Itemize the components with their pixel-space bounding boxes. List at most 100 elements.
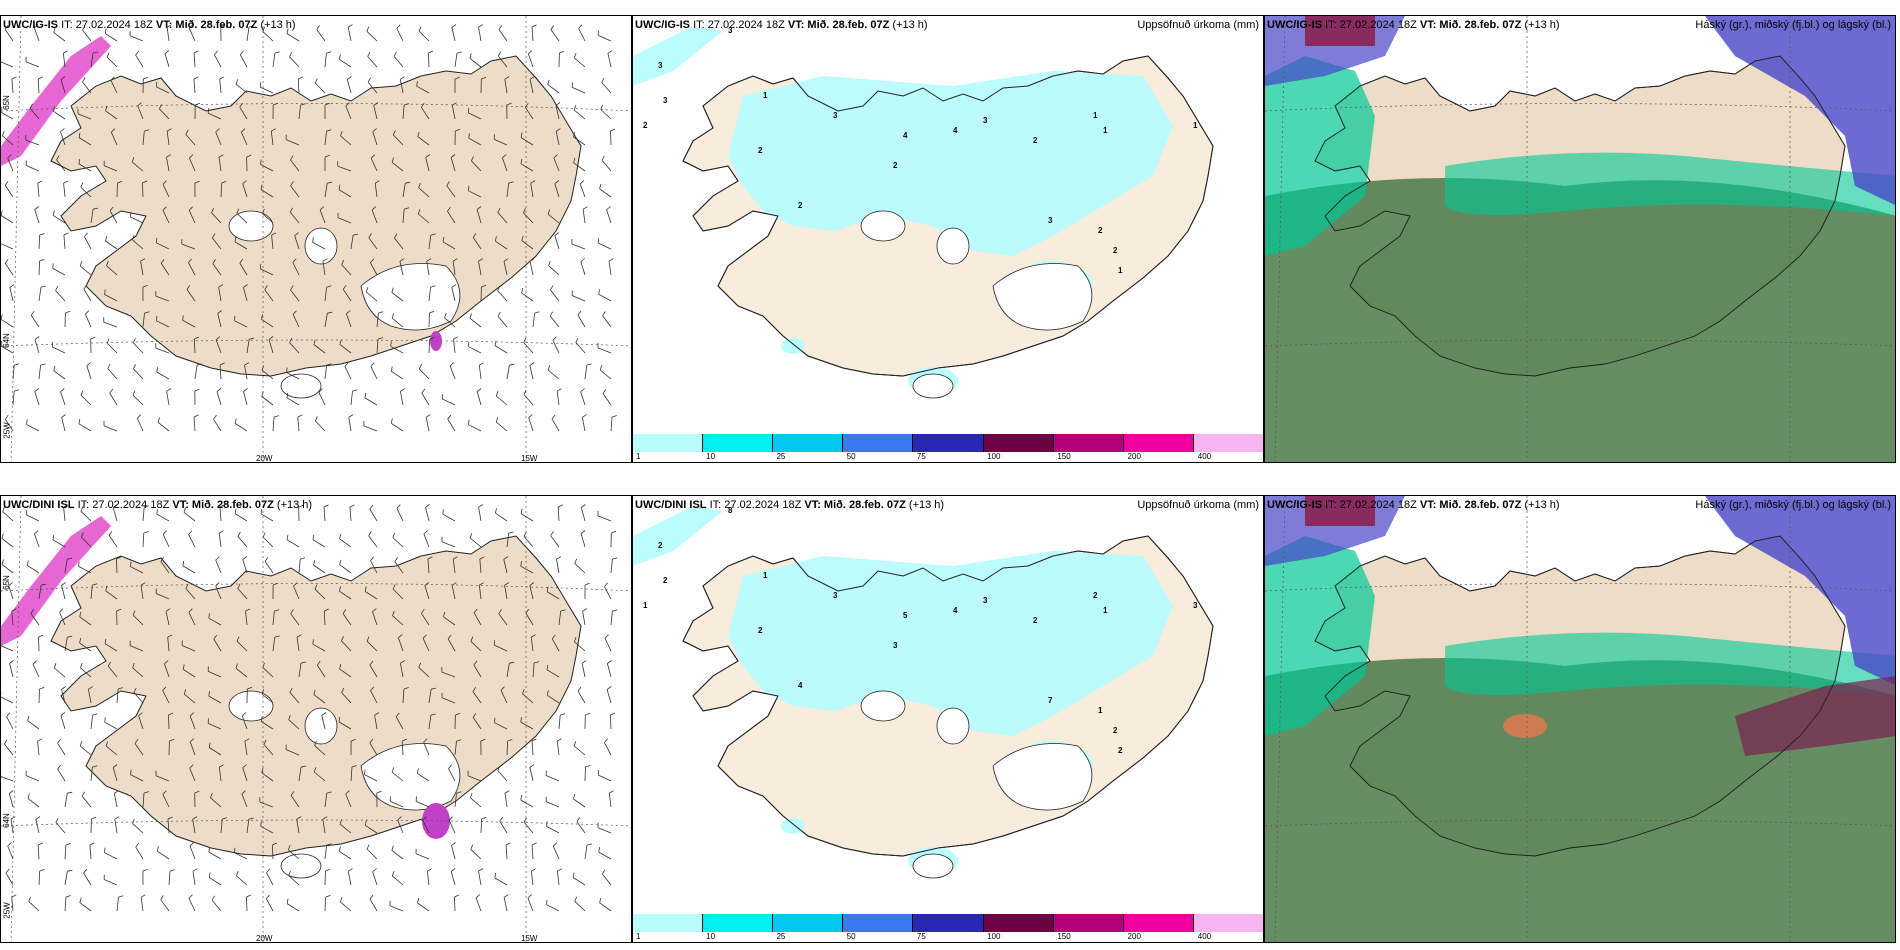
wind-barbs [1,24,617,432]
wind-panel: 20W 15W 65N 64N 25W UWC/DINI ISL IT: 27.02.20… [0,495,632,943]
precip-map [633,496,1263,942]
colorbar-swatch [773,434,844,452]
colorbar-swatch [773,914,844,932]
precip-value-label: 1 [1093,111,1098,120]
latitude-label: 25W [2,902,12,919]
cloud-panel: UWC/IG-IS IT: 27.02.2024 18Z VT: Mið. 28… [1264,15,1896,463]
lead-time: (+13 h) [1524,19,1560,31]
precip-streak [1,36,111,166]
lead-time: (+13 h) [1524,499,1560,511]
colorbar-tick-label: 10 [706,452,716,461]
lead-time: (+13 h) [276,499,313,511]
colorbar-tick-label: 50 [846,932,856,941]
precip-value-label: 3 [1193,601,1198,610]
colorbar-swatch [1053,434,1124,452]
colorbar-ticks: 1 10 25 50 75 100 150 200 400 [633,932,1263,942]
wind-map [1,496,631,942]
colorbar-swatch [703,914,774,932]
precip-value-label: 2 [1118,746,1123,755]
glacier-areas [228,210,461,399]
panel-header: UWC/DINI ISL IT: 27.02.2024 18Z VT: Mið.… [635,499,944,511]
precip-value-label: 3 [983,596,988,605]
colorbar-tick-label: 25 [776,452,786,461]
init-time: IT: 27.02.2024 18Z [709,499,802,511]
init-time: IT: 27.02.2024 18Z [77,499,170,511]
valid-time: Mið. 28.feb. 07Z [1439,19,1522,31]
precip-value-label: 2 [658,541,663,550]
valid-time: Mið. 28.feb. 07Z [807,19,890,31]
valid-time-label: VT: [155,19,173,31]
colorbar [633,434,1263,452]
latitude-label: 64N [1,813,11,828]
precip-panel: 8 2 2 1 1 2 3 5 4 3 2 2 1 4 3 7 1 2 2 3 1 10 25 50 75 100 150 200 40… [632,495,1264,943]
cloud-layers [1265,16,1895,462]
latitude-label: 65N [1,575,11,590]
colorbar-swatch [843,914,914,932]
colorbar-swatch [1193,914,1263,932]
precip-value-label: 1 [1193,121,1198,130]
init-time: IT: 27.02.2024 18Z [1325,499,1417,511]
valid-time-label: VT: [1419,499,1437,511]
cloud-layers [1265,496,1895,942]
colorbar-tick-label: 100 [987,452,1001,461]
panel-field-title: Uppsöfnuð úrkoma (mm) [1137,19,1259,31]
precip-value-label: 2 [1033,616,1038,625]
precip-value-label: 8 [728,506,733,515]
colorbar-swatch [1123,914,1194,932]
colorbar-swatch [843,434,914,452]
colorbar-tick-label: 50 [846,452,856,461]
init-time: IT: 27.02.2024 18Z [61,19,153,31]
precip-value-label: 2 [663,576,668,585]
colorbar-tick-label: 400 [1197,452,1212,461]
precip-value-label: 4 [953,606,958,615]
precip-value-label: 3 [663,96,668,105]
graticule [1,16,631,462]
model-name: UWC/IG-IS [635,19,690,31]
precip-value-label: 1 [763,91,768,100]
valid-time-label: VT: [787,19,805,31]
precip-value-label: 7 [1048,696,1053,705]
precip-value-label: 1 [1103,606,1108,615]
valid-time-label: VT: [804,499,821,511]
glacier-areas [228,690,461,879]
precip-value-label: 2 [1098,226,1103,235]
valid-time-label: VT: [1419,19,1437,31]
init-time: IT: 27.02.2024 18Z [1325,19,1417,31]
colorbar-swatch [983,434,1054,452]
longitude-label: 15W [521,454,538,463]
colorbar-swatch [983,914,1054,932]
precip-map [633,16,1263,462]
colorbar-swatch [913,434,984,452]
precip-value-label: 2 [758,146,763,155]
colorbar-tick-label: 200 [1127,452,1141,461]
colorbar-tick-label: 100 [987,932,1001,941]
colorbar-tick-label: 10 [706,932,716,941]
colorbar-swatch [703,434,774,452]
cloud-map [1265,496,1895,942]
precip-value-label: 4 [798,681,803,690]
colorbar-swatch [1193,434,1263,452]
colorbar-tick-label: 25 [776,932,786,941]
valid-time: Mið. 28.feb. 07Z [1439,499,1522,511]
precip-value-label: 2 [643,121,648,130]
precip-value-label: 1 [643,601,648,610]
precip-value-label: 5 [903,611,908,620]
longitude-label: 20W [256,454,273,463]
valid-time-label: VT: [172,499,189,511]
colorbar-tick-label: 150 [1057,452,1071,461]
panel-field-title: Háský (gr.), miðský (fj.bl.) og lágský (… [1695,19,1891,31]
precip-value-label: 3 [893,641,898,650]
panel-field-title: Háský (gr.), miðský (fj.bl.) og lágský (… [1695,499,1891,511]
longitude-label: 15W [521,934,538,943]
glacier-areas [860,210,1093,399]
precip-value-label: 2 [1093,591,1098,600]
precip-value-label: 2 [1113,246,1118,255]
colorbar-swatch [633,434,704,452]
precip-value-label: 4 [953,126,958,135]
model-name: UWC/DINI ISL [635,499,707,511]
precip-value-label: 2 [1113,726,1118,735]
valid-time: Mið. 28.feb. 07Z [823,499,906,511]
init-time: IT: 27.02.2024 18Z [693,19,785,31]
precip-value-label: 1 [763,571,768,580]
precip-value-label: 1 [1118,266,1123,275]
